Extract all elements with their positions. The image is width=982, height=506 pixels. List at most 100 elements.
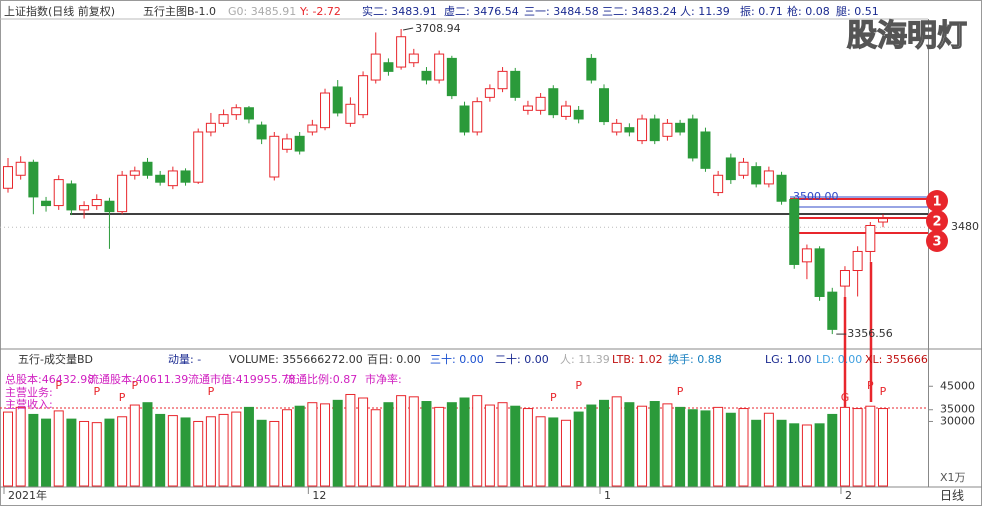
candle-body xyxy=(510,70,521,98)
volume-bar xyxy=(446,402,457,487)
pointer xyxy=(403,27,414,31)
candle-body xyxy=(320,92,331,129)
candle-body xyxy=(687,118,698,159)
volume-bar xyxy=(611,396,622,487)
volume-bar xyxy=(269,420,280,487)
signal: P xyxy=(119,391,126,404)
low-label: 3356.56 xyxy=(847,327,893,340)
candle-body xyxy=(801,248,812,263)
candle-body xyxy=(3,166,13,189)
candle-body xyxy=(522,105,533,111)
candle-body xyxy=(649,118,660,142)
level-badges: 1 2 3 xyxy=(926,190,948,252)
candle-body xyxy=(865,224,876,252)
volume-bar xyxy=(66,418,77,487)
y-tick-label: 45000 xyxy=(940,379,975,392)
volume-bar xyxy=(218,413,229,487)
volume-bar xyxy=(599,399,610,487)
candle-body xyxy=(611,122,622,133)
volume-bar xyxy=(801,424,812,487)
badge xyxy=(926,210,948,232)
volume-bar xyxy=(510,405,521,487)
volume-bar xyxy=(370,409,381,487)
volume-bar xyxy=(662,403,673,487)
volume-value: LTB: 1.02 xyxy=(612,353,663,366)
volume-value: 三十: 0.00 xyxy=(430,353,484,366)
volume-bar xyxy=(129,404,140,487)
volume-bar xyxy=(358,397,369,487)
volume-bar xyxy=(459,397,470,487)
candle-body xyxy=(269,135,280,178)
candle-body xyxy=(446,57,457,97)
info: 流通市值:419955.78 xyxy=(188,373,296,386)
candle-body xyxy=(256,124,267,140)
volume-bar xyxy=(345,393,356,487)
info: 市净率: xyxy=(365,373,402,386)
candle-body xyxy=(383,62,394,72)
candle-body xyxy=(738,161,749,176)
x-tick-label: 2 xyxy=(845,489,852,502)
candle-body xyxy=(41,200,52,207)
volume-bar xyxy=(725,412,736,487)
volume-bar xyxy=(104,418,115,487)
signal: P xyxy=(575,379,582,392)
level-label: 3500.00 xyxy=(793,190,839,203)
candle-body xyxy=(218,114,229,124)
header-value: 枪: 0.08 xyxy=(787,5,830,18)
signal: P xyxy=(880,385,887,398)
signal: P xyxy=(93,385,100,398)
volume-bar xyxy=(789,423,800,487)
volume-bar xyxy=(117,416,128,487)
volume-value: 动量: - xyxy=(168,353,202,366)
volume-bar xyxy=(738,408,749,487)
volume-bar xyxy=(624,402,635,487)
volume-bar xyxy=(649,401,660,487)
signal: G xyxy=(841,391,850,404)
candle-body xyxy=(193,131,204,183)
candle-body xyxy=(713,174,724,194)
header-value: 实二: 3483.91 xyxy=(362,5,437,18)
volume-bar xyxy=(320,403,331,487)
y-tick-label: 35000 xyxy=(940,403,975,416)
volume-bar xyxy=(637,405,648,487)
candle-body xyxy=(205,122,216,133)
candle-body xyxy=(599,88,610,123)
candle-body xyxy=(53,179,64,207)
candle-body xyxy=(839,270,850,287)
volume-bar xyxy=(852,408,863,487)
header-value: 虚二: 3476.54 xyxy=(444,5,519,18)
volume-value: 二十: 0.00 xyxy=(495,353,549,366)
candle-body xyxy=(307,124,318,133)
candle-body xyxy=(662,122,673,137)
signal: P xyxy=(131,379,138,392)
volume-bar xyxy=(53,410,64,487)
candle-body xyxy=(332,86,343,114)
candle-body xyxy=(243,107,254,120)
candle-body xyxy=(459,105,470,133)
candle-body xyxy=(700,131,711,169)
badge-label: 2 xyxy=(932,215,941,230)
candle-body xyxy=(852,250,863,272)
badge xyxy=(926,190,948,212)
candle-body xyxy=(497,70,508,90)
volume-value: XL: 355666 xyxy=(865,353,928,366)
volume-bar xyxy=(28,413,39,487)
volume-bar xyxy=(484,404,495,487)
volume-bar xyxy=(865,405,876,487)
volume-bar xyxy=(839,406,850,487)
candle-body xyxy=(484,88,495,98)
candle-body xyxy=(776,174,787,202)
header-value: 腿: 0.51 xyxy=(836,5,879,18)
candle-body xyxy=(155,174,166,183)
candle-body xyxy=(535,96,546,111)
volume-bar xyxy=(243,406,254,487)
volume-bar xyxy=(256,419,267,487)
volume-bar xyxy=(231,411,242,487)
volume-bar xyxy=(497,402,508,487)
volume-bar xyxy=(79,420,90,487)
volume-value: LD: 0.00 xyxy=(816,353,863,366)
header-value: Y: -2.72 xyxy=(300,5,341,18)
period-label: 日线 xyxy=(940,489,964,503)
volume-bar xyxy=(294,405,305,487)
signal: P xyxy=(208,385,215,398)
